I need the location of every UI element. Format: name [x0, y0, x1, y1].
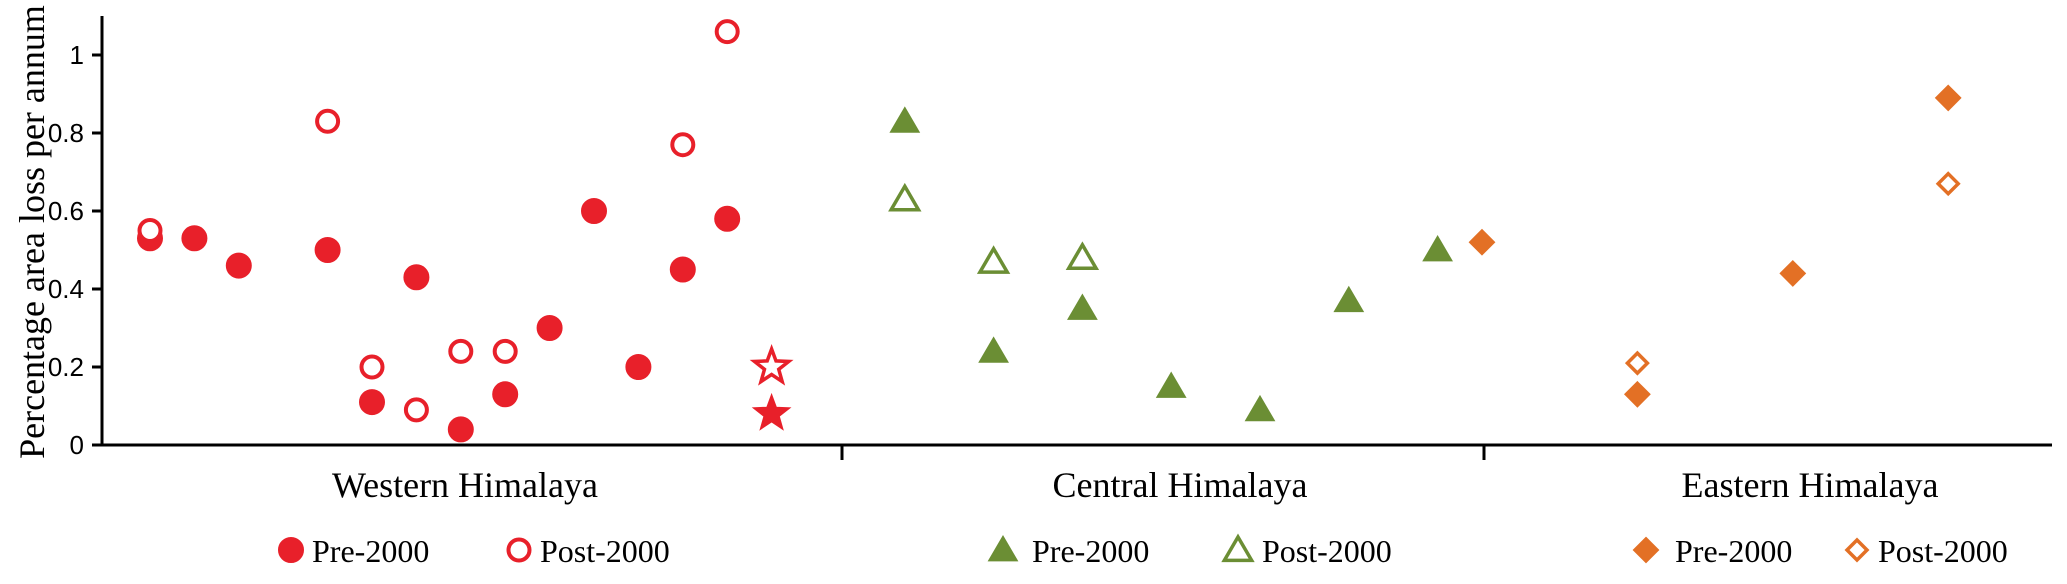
y-tick-label: 0.6	[48, 196, 84, 226]
data-point-2-2	[888, 182, 922, 212]
legend-label-1-1: Pre-2000	[312, 533, 429, 569]
legend-label-3-2: Post-2000	[1878, 533, 2008, 569]
y-tick-label: 1	[70, 40, 84, 70]
data-point-1-6	[315, 108, 341, 134]
data-point-1-22	[751, 392, 792, 431]
legend-marker-1-2	[506, 537, 532, 563]
legend-marker-2-2	[1221, 533, 1255, 563]
legend-marker-1-1	[278, 537, 304, 563]
y-ticks: 0 0.2 0.4 0.6 0.8 1	[48, 40, 102, 460]
data-point-1-11	[447, 416, 474, 443]
data-point-3-2	[1623, 380, 1651, 408]
y-tick-label: 0	[70, 430, 84, 460]
region-label-1: Western Himalaya	[332, 465, 598, 505]
data-point-1-12	[448, 338, 474, 364]
y-tick-label: 0.8	[48, 118, 84, 148]
data-point-2-8	[1244, 394, 1276, 422]
data-point-2-5	[1067, 293, 1098, 320]
data-point-3-1	[1468, 228, 1496, 256]
legend-marker-3-1	[1632, 536, 1660, 564]
data-point-3-4	[1779, 259, 1807, 287]
y-tick-label: 0.2	[48, 352, 84, 382]
data-point-1-16	[581, 198, 607, 224]
data-point-3-6	[1935, 171, 1961, 197]
data-point-2-3	[978, 336, 1009, 363]
data-point-1-4	[225, 252, 252, 279]
data-point-2-7	[1155, 371, 1187, 398]
legend: Pre-2000 Post-2000 Pre-2000 Post-2000 Pre-20…	[278, 533, 2008, 569]
data-point-1-17	[625, 354, 652, 380]
data-point-1-2	[137, 218, 163, 243]
data-point-3-5	[1934, 84, 1962, 112]
data-point-1-21	[714, 19, 740, 45]
data-points	[137, 19, 1962, 443]
data-point-1-20	[714, 205, 741, 232]
data-point-2-4	[976, 245, 1011, 274]
data-point-2-10	[1422, 235, 1453, 262]
data-point-1-18	[669, 256, 696, 283]
data-point-3-3	[1624, 350, 1650, 376]
data-point-1-13	[492, 381, 519, 408]
data-point-1-9	[403, 264, 430, 291]
data-point-1-8	[359, 354, 385, 380]
region-label-3: Eastern Himalaya	[1682, 465, 1939, 505]
data-point-2-9	[1333, 285, 1365, 313]
data-point-1-7	[359, 389, 385, 416]
legend-marker-2-1	[987, 535, 1019, 562]
y-tick-label: 0.4	[48, 274, 84, 304]
data-point-1-5	[314, 237, 341, 263]
data-point-1-19	[670, 132, 696, 158]
data-point-2-1	[889, 106, 921, 133]
data-point-1-10	[403, 397, 429, 423]
y-axis-label: Percentage area loss per annum	[12, 5, 52, 459]
legend-label-2-2: Post-2000	[1262, 533, 1392, 569]
data-point-1-15	[536, 315, 563, 341]
data-point-1-14	[492, 338, 518, 364]
legend-marker-3-2	[1844, 537, 1870, 563]
data-point-1-23	[749, 343, 794, 386]
data-point-1-3	[181, 225, 208, 252]
legend-label-3-1: Pre-2000	[1675, 533, 1792, 569]
region-labels: Western Himalaya Central Himalaya Eastern …	[332, 465, 1938, 505]
x-axis	[102, 443, 2052, 460]
region-label-2: Central Himalaya	[1053, 465, 1308, 505]
legend-label-1-2: Post-2000	[540, 533, 670, 569]
legend-label-2-1: Pre-2000	[1032, 533, 1149, 569]
data-point-2-6	[1065, 241, 1100, 270]
